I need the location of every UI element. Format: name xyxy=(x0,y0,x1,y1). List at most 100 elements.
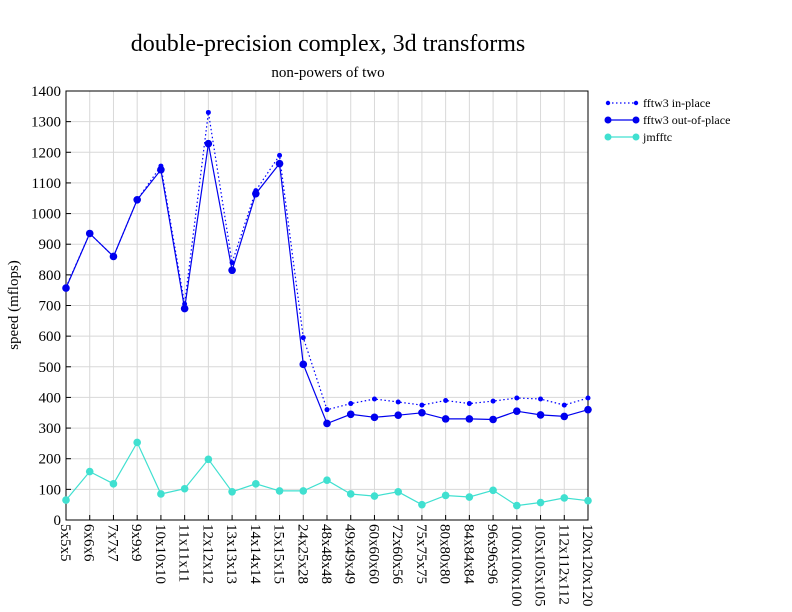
x-tick-label: 14x14x14 xyxy=(247,524,263,585)
data-point xyxy=(490,398,496,404)
data-point xyxy=(584,496,592,505)
data-point xyxy=(180,484,189,493)
x-tick-label: 80x80x80 xyxy=(437,524,453,584)
data-point xyxy=(275,487,284,495)
y-tick-label: 800 xyxy=(39,268,62,284)
y-tick-label: 1000 xyxy=(31,207,61,223)
x-tick-label: 105x105x105 xyxy=(532,524,548,607)
data-point xyxy=(536,498,545,507)
data-point xyxy=(584,405,592,414)
series-2 xyxy=(62,438,592,510)
data-point xyxy=(489,486,497,495)
data-point xyxy=(514,395,520,401)
data-point xyxy=(346,410,355,419)
data-point xyxy=(419,402,425,408)
x-tick-label: 15x15x15 xyxy=(271,524,287,584)
legend-marker xyxy=(632,116,640,124)
x-tick-label: 75x75x75 xyxy=(413,524,429,584)
x-tick-label: 112x112x112 xyxy=(555,524,571,605)
x-tick-label: 72x60x56 xyxy=(389,524,405,585)
x-tick-label: 60x60x60 xyxy=(365,524,381,584)
legend-entry: fftw3 in-place xyxy=(605,96,710,110)
y-tick-label: 600 xyxy=(39,329,62,345)
x-tick-label: 48x48x48 xyxy=(318,524,334,584)
y-tick-label: 900 xyxy=(39,237,62,253)
y-tick-label: 1100 xyxy=(32,176,61,192)
data-point xyxy=(324,407,330,413)
data-point xyxy=(85,467,94,476)
data-point xyxy=(348,401,354,407)
data-point xyxy=(370,492,379,500)
data-point xyxy=(300,335,306,341)
y-tick-label: 0 xyxy=(54,513,62,529)
data-point xyxy=(323,419,331,428)
data-point xyxy=(62,496,70,504)
data-point xyxy=(157,490,165,498)
data-point xyxy=(418,408,426,417)
data-point xyxy=(394,411,402,420)
y-tick-label: 500 xyxy=(39,360,62,376)
x-tick-label: 10x10x10 xyxy=(152,524,168,584)
data-point xyxy=(180,304,189,313)
x-tick-label: 96x96x96 xyxy=(484,524,500,585)
x-tick-label: 84x84x84 xyxy=(460,524,476,585)
y-tick-label: 700 xyxy=(39,299,62,315)
data-point xyxy=(277,152,283,158)
y-tick-label: 1200 xyxy=(31,145,61,161)
y-tick-label: 100 xyxy=(39,482,62,498)
data-point xyxy=(228,266,236,275)
y-axis: 0 100 200 300 400 500 600 700 800 900 1000 1100 1200… xyxy=(31,84,71,529)
data-point xyxy=(204,139,213,148)
y-tick-label: 400 xyxy=(39,390,62,406)
legend-marker xyxy=(605,100,611,106)
y-tick-label: 200 xyxy=(39,452,62,468)
data-point xyxy=(275,159,284,168)
legend-marker xyxy=(604,133,612,141)
data-point xyxy=(513,501,521,510)
legend-entry: fftw3 out-of-place xyxy=(604,113,730,127)
data-point xyxy=(228,488,236,496)
x-tick-label: 5x5x5 xyxy=(57,524,73,562)
data-point xyxy=(443,397,449,403)
grid xyxy=(65,90,589,521)
chart-subtitle: non-powers of two xyxy=(271,65,384,81)
data-point xyxy=(109,480,118,488)
data-point xyxy=(323,476,331,484)
x-tick-label: 6x6x6 xyxy=(81,524,97,562)
x-axis: 5x5x5 6x6x6 7x7x7 9x9x9 10x10x10 11x11x11 12x1… xyxy=(57,515,595,607)
data-point xyxy=(157,165,165,174)
data-point xyxy=(133,438,141,447)
data-point xyxy=(441,491,450,500)
legend-label: fftw3 in-place xyxy=(643,96,710,110)
data-point xyxy=(394,488,402,496)
data-point xyxy=(370,413,379,422)
data-point xyxy=(585,395,591,401)
legend-label: jmfftc xyxy=(642,130,672,144)
x-tick-label: 120x120x120 xyxy=(579,524,595,607)
data-point xyxy=(418,500,426,509)
x-tick-label: 13x13x13 xyxy=(223,524,239,584)
data-point xyxy=(560,494,569,502)
data-point xyxy=(62,284,70,292)
y-axis-label: speed (mflops) xyxy=(6,260,22,350)
data-point xyxy=(489,415,497,424)
data-point xyxy=(466,401,472,407)
data-point xyxy=(205,109,211,115)
series-1 xyxy=(62,139,592,428)
data-point xyxy=(252,189,260,198)
data-point xyxy=(204,455,213,464)
legend-marker xyxy=(633,100,639,106)
chart-title: double-precision complex, 3d transforms xyxy=(131,31,526,57)
data-point xyxy=(395,399,401,405)
data-point xyxy=(560,412,569,421)
data-point xyxy=(513,407,521,416)
x-tick-label: 7x7x7 xyxy=(104,524,120,562)
data-point xyxy=(441,415,450,423)
x-tick-label: 9x9x9 xyxy=(128,524,144,562)
data-point xyxy=(252,480,260,488)
x-tick-label: 12x12x12 xyxy=(199,524,215,584)
x-tick-label: 100x100x100 xyxy=(508,524,524,607)
data-point xyxy=(538,396,544,402)
data-point xyxy=(465,493,474,501)
data-point xyxy=(561,402,567,408)
